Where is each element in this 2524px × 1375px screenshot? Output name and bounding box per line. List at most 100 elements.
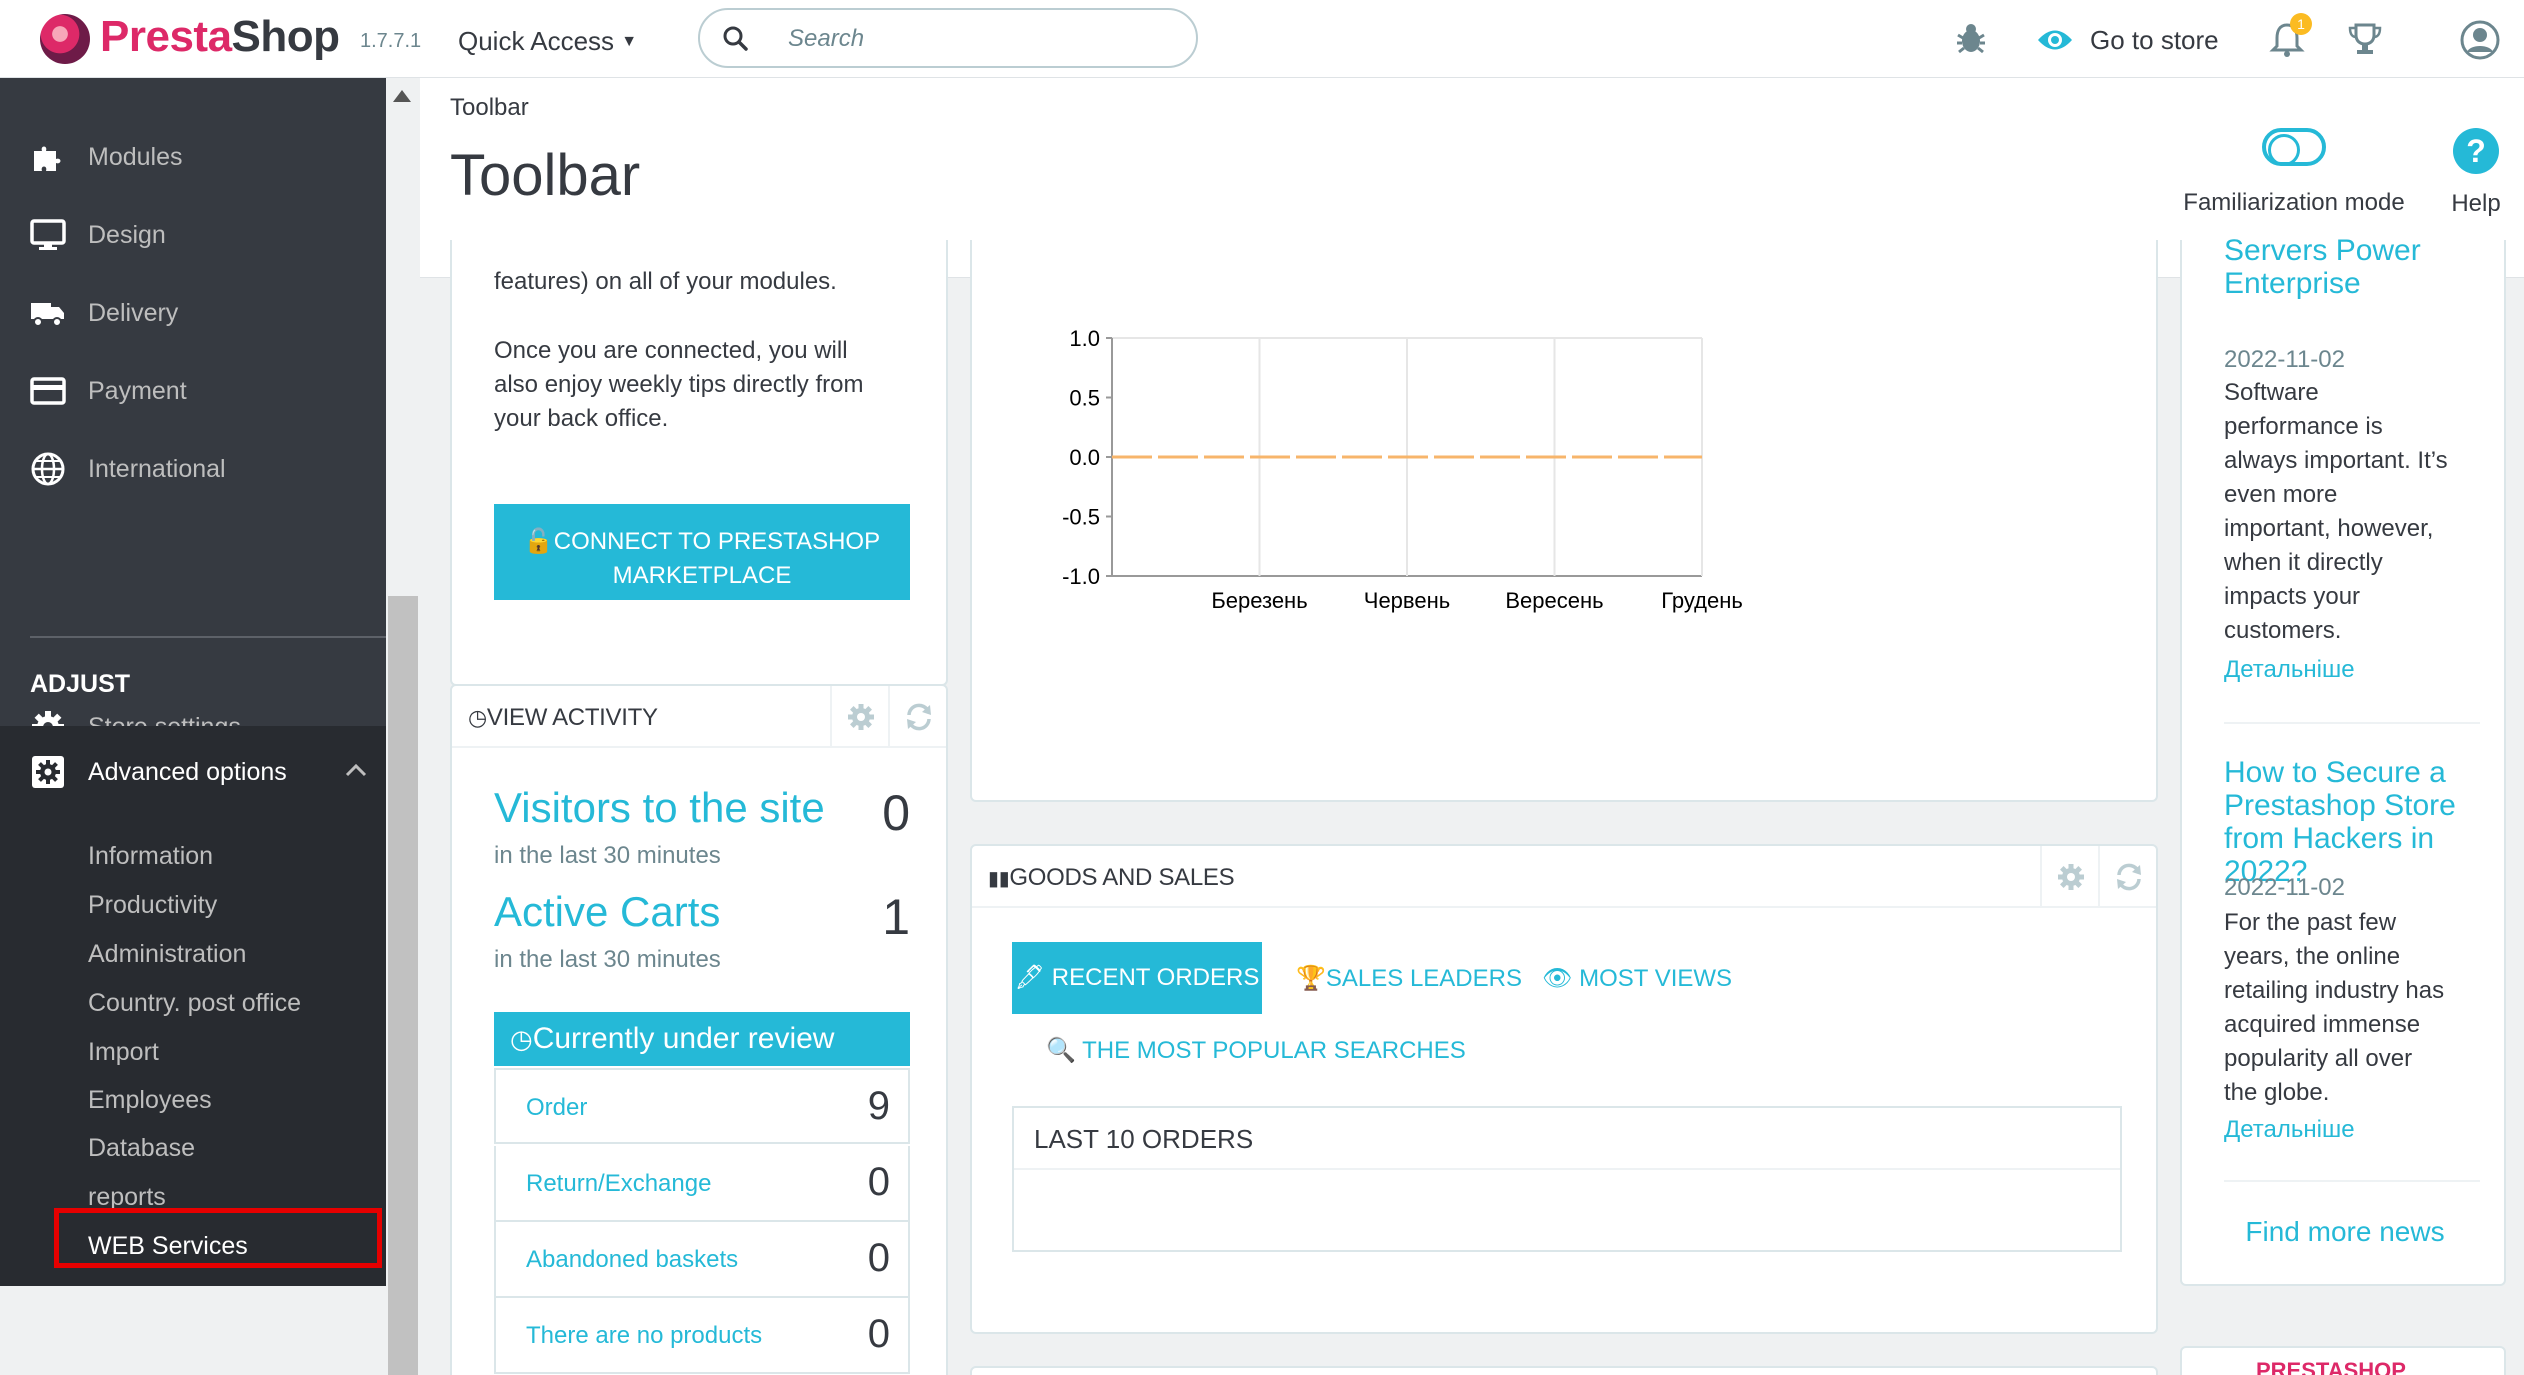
bar-chart-icon: ▮▮ xyxy=(988,868,1010,890)
activity-panel-header: ◷VIEW ACTIVITY xyxy=(452,686,946,748)
goods-and-sales-panel: ▮▮GOODS AND SALES 🖋 RECENT ORDERS 🏆SALES… xyxy=(970,844,2158,1334)
sidebar-subitem-country-post-office[interactable]: Country. post office xyxy=(88,989,302,1017)
sidebar-section-title: ADJUST xyxy=(30,670,131,698)
chevron-up-icon[interactable] xyxy=(344,762,368,778)
sidebar-item-design[interactable]: Design xyxy=(0,200,386,270)
chart-x-tick-label: Березень xyxy=(1211,588,1307,613)
version-label: 1.7.7.1 xyxy=(360,30,422,52)
prestashop-logo-icon[interactable] xyxy=(40,14,90,64)
sidebar-item-advanced-options[interactable]: Advanced options xyxy=(0,726,386,818)
chart-x-tick-label: Вересень xyxy=(1505,588,1603,613)
visitors-link[interactable]: Visitors to the site xyxy=(494,784,825,831)
eye-icon: 👁 xyxy=(1542,965,1573,992)
activity-config-button[interactable] xyxy=(830,686,888,748)
sidebar-subitem-web-services[interactable]: WEB Services xyxy=(88,1232,248,1260)
sidebar-subitem-import[interactable]: Import xyxy=(88,1038,159,1066)
news-body-2: For the past few years, the online retaili… xyxy=(2224,909,2445,1106)
tab-recent-orders[interactable]: 🖋 RECENT ORDERS xyxy=(1012,942,1262,1014)
news-panel: Servers Power Enterprise 2022-11-02 Soft… xyxy=(2180,234,2506,1286)
trophy-icon[interactable] xyxy=(2346,20,2384,58)
sales-config-button[interactable] xyxy=(2040,846,2098,908)
quick-access-menu[interactable]: Quick Access ▼ xyxy=(458,26,637,57)
debug-bug-icon[interactable] xyxy=(1952,20,1990,58)
help-label: Help xyxy=(2451,190,2501,217)
news-read-more-1[interactable]: Детальніше xyxy=(2224,656,2355,683)
connect-description: Once you are connected, you will also en… xyxy=(494,337,864,432)
chart-y-tick-label: -0.5 xyxy=(1062,505,1100,530)
scroll-up-arrow-icon[interactable] xyxy=(393,90,411,102)
sidebar-subitem-database[interactable]: Database xyxy=(88,1134,196,1162)
breadcrumb[interactable]: Toolbar xyxy=(450,94,529,121)
trophy-icon: 🏆 xyxy=(1296,965,1326,992)
last-orders-title: LAST 10 ORDERS xyxy=(1034,1124,1254,1154)
chart-x-tick-label: Грудень xyxy=(1661,588,1743,613)
familiarization-mode-label: Familiarization mode xyxy=(2183,189,2405,216)
gear-icon xyxy=(2058,864,2084,890)
active-carts-link[interactable]: Active Carts xyxy=(494,888,721,935)
sales-refresh-button[interactable] xyxy=(2098,846,2156,908)
connect-marketplace-button[interactable]: 🔓CONNECT TO PRESTASHOP MARKETPLACE xyxy=(494,504,910,600)
truck-icon xyxy=(31,303,64,327)
sidebar-footer xyxy=(0,1286,386,1375)
line-chart: 1.0 0.5 0.0 -0.5 -1.0 Березень Червень Вересень… xyxy=(1062,326,1743,613)
last-orders-header: LAST 10 ORDERS xyxy=(1014,1108,2120,1170)
help-button[interactable]: ? Help xyxy=(2436,126,2516,218)
globe-icon xyxy=(31,452,65,486)
tab-most-views[interactable]: 👁 MOST VIEWS xyxy=(1542,965,1733,992)
refresh-icon xyxy=(907,703,931,731)
review-row-no-products[interactable]: There are no products 0 xyxy=(494,1298,910,1374)
review-row-order[interactable]: Order 9 xyxy=(494,1068,910,1144)
activity-refresh-button[interactable] xyxy=(888,686,946,748)
credit-card-icon xyxy=(30,377,66,405)
sidebar-subitem-administration[interactable]: Administration xyxy=(88,940,247,968)
sidebar-item-delivery[interactable]: Delivery xyxy=(0,278,386,348)
tab-sales-leaders[interactable]: 🏆SALES LEADERS xyxy=(1296,965,1522,992)
sidebar-subitem-employees[interactable]: Employees xyxy=(88,1086,212,1114)
review-row-abandoned-baskets[interactable]: Abandoned baskets 0 xyxy=(494,1222,910,1298)
find-more-news-link[interactable]: Find more news xyxy=(2245,1216,2445,1247)
search-icon[interactable] xyxy=(722,25,748,51)
bottom-panel-edge xyxy=(970,1366,2158,1375)
notification-badge: 1 xyxy=(2290,13,2312,35)
activity-panel-title: ◷VIEW ACTIVITY xyxy=(468,704,658,731)
sidebar-subitem-information[interactable]: Information xyxy=(88,842,214,870)
news-date-1: 2022-11-02 xyxy=(2224,346,2345,373)
sales-panel-title: ▮▮GOODS AND SALES xyxy=(988,864,1235,891)
sidebar-divider xyxy=(30,636,386,638)
user-avatar-icon[interactable] xyxy=(2460,20,2500,60)
top-header: PrestaShop 1.7.7.1 Quick Access ▼ Go to … xyxy=(0,0,2524,78)
marketplace-connect-panel: features) on all of your modules. Once y… xyxy=(450,240,948,686)
prestashop-partial-panel: PRESTASHOP xyxy=(2180,1346,2506,1375)
review-row-return-exchange[interactable]: Return/Exchange 0 xyxy=(494,1146,910,1222)
sidebar-item-payment[interactable]: Payment xyxy=(0,356,386,426)
go-to-store-link[interactable]: Go to store xyxy=(2036,20,2219,60)
scrollbar-thumb[interactable] xyxy=(388,596,418,1375)
sidebar-subitem-productivity[interactable]: Productivity xyxy=(88,891,218,919)
clock-icon: ◷ xyxy=(468,705,487,730)
sidebar-item-international[interactable]: International xyxy=(0,434,386,504)
news-divider xyxy=(2224,722,2480,724)
news-read-more-2[interactable]: Детальніше xyxy=(2224,1116,2355,1143)
sales-panel-header: ▮▮GOODS AND SALES xyxy=(972,846,2156,908)
puzzle-icon xyxy=(34,146,61,171)
search-bar[interactable] xyxy=(698,8,1198,68)
brand-name[interactable]: PrestaShop xyxy=(100,12,340,61)
active-carts-subtitle: in the last 30 minutes xyxy=(494,946,721,973)
sidebar-subitem-reports[interactable]: reports xyxy=(88,1183,166,1211)
news-divider xyxy=(2224,1180,2480,1182)
visitors-count: 0 xyxy=(882,785,910,841)
search-input[interactable] xyxy=(788,20,1168,58)
news-body-1: Software performance is always important. … xyxy=(2224,379,2448,644)
help-question-icon[interactable]: ? xyxy=(2451,126,2501,176)
search-icon: 🔍 xyxy=(1046,1037,1076,1064)
tab-popular-searches[interactable]: 🔍 THE MOST POPULAR SEARCHES xyxy=(1046,1037,1466,1064)
news-title-1[interactable]: Servers Power Enterprise xyxy=(2224,234,2421,300)
familiarization-mode-toggle[interactable]: Familiarization mode xyxy=(2176,128,2412,217)
sidebar-scrollbar[interactable] xyxy=(386,78,420,1375)
news-title-2[interactable]: How to Secure a Prestashop Store from Ha… xyxy=(2224,756,2456,888)
toggle-switch-icon[interactable] xyxy=(2262,128,2326,166)
sidebar-item-modules[interactable]: Modules xyxy=(0,122,386,192)
view-activity-panel: ◷VIEW ACTIVITY Visitors to the site in t… xyxy=(450,684,948,1375)
monitor-icon xyxy=(30,219,66,250)
clock-icon: ◷ xyxy=(510,1024,533,1054)
